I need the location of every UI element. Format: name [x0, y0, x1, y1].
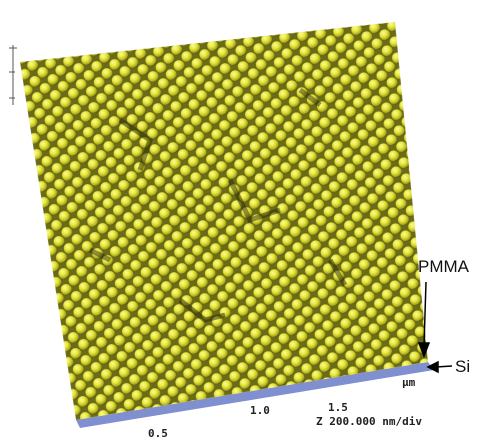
pmma-surface — [0, 0, 488, 440]
x-tick-label: 1.5 — [328, 401, 348, 414]
si-label: Si — [455, 357, 470, 376]
axis-unit: μm — [402, 376, 416, 389]
pmma-label: PMMA — [418, 257, 470, 276]
x-tick-label: 0.5 — [148, 427, 168, 440]
afm-image: PMMA Si μm 0.5 1.0 1.5 Z 200.000 nm/div — [0, 0, 488, 440]
x-tick-label: 1.0 — [250, 404, 270, 417]
z-scale: Z 200.000 nm/div — [316, 415, 422, 428]
z-axis — [9, 45, 17, 105]
